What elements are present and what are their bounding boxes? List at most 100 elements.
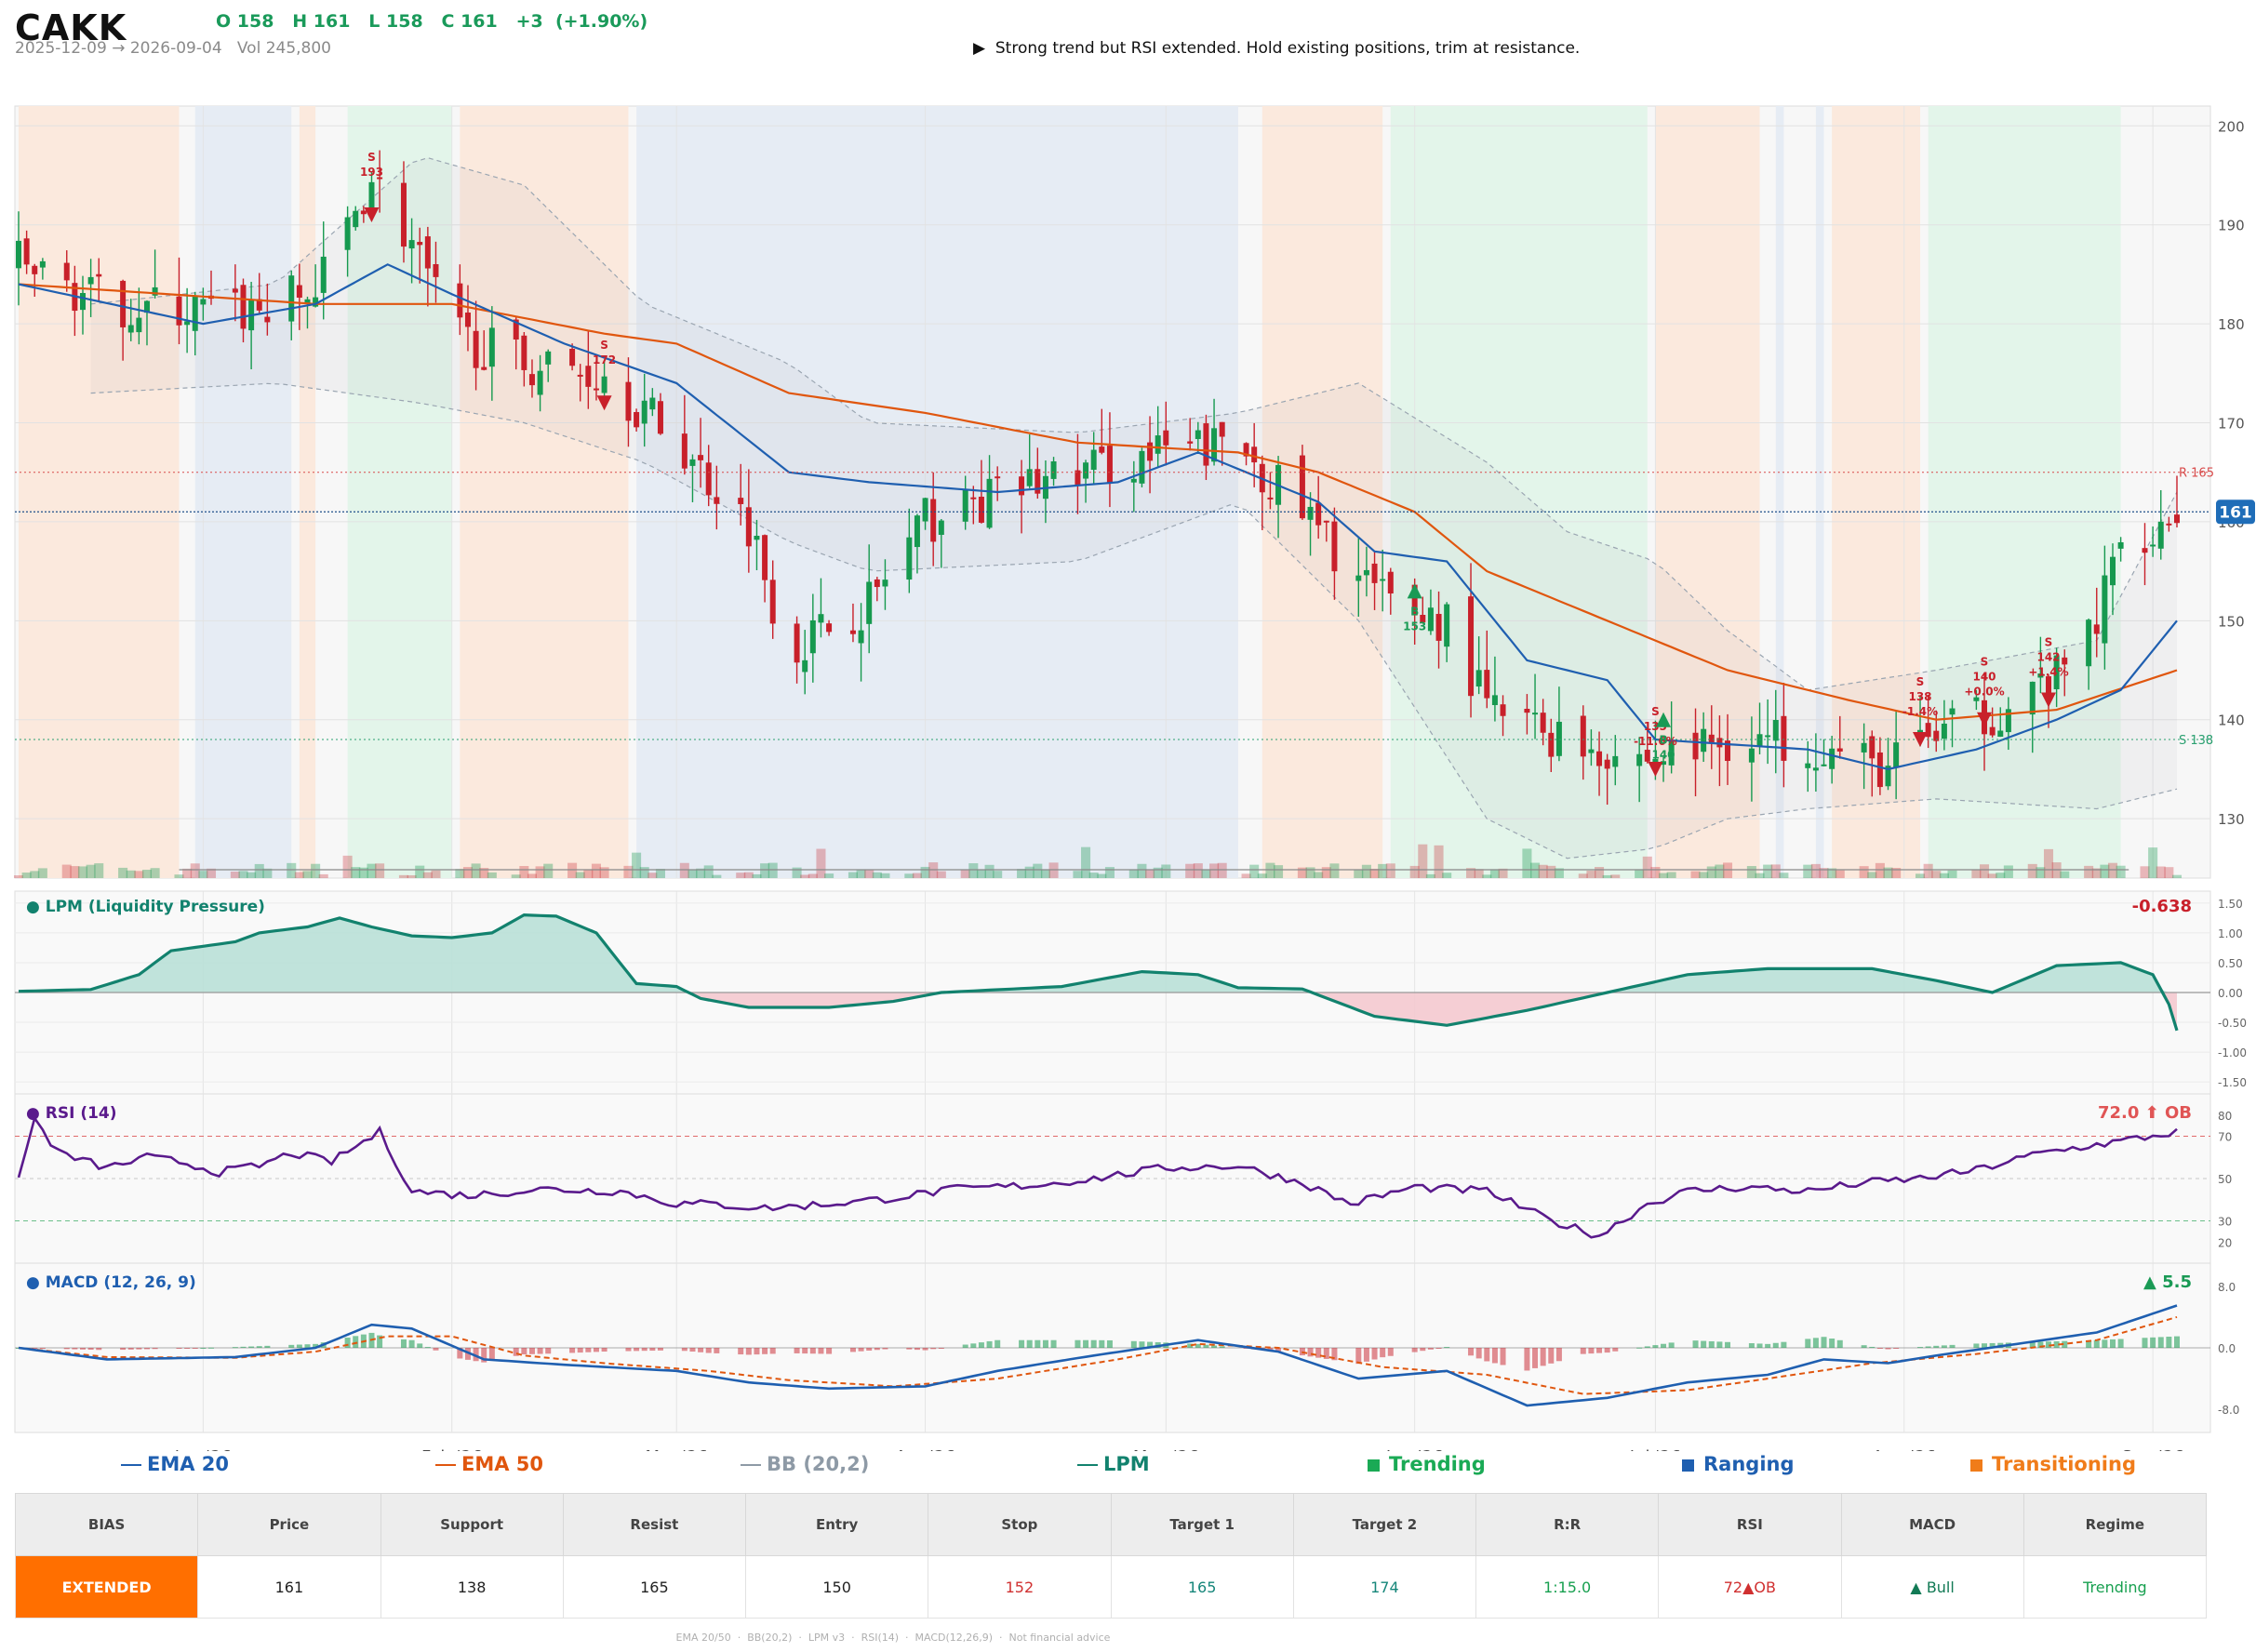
macd-histogram-bar: [1075, 1339, 1081, 1348]
volume-bar: [2164, 867, 2174, 878]
volume-bar: [294, 872, 304, 878]
lpm-y-tick: -1.00: [2218, 1046, 2247, 1059]
volume-bar: [1193, 863, 1203, 878]
volume-bar: [1859, 866, 1869, 878]
signal-side-label: S: [1916, 675, 1925, 688]
summary-regime: Trending: [2022, 1555, 2208, 1619]
signal-side-label: S: [1651, 705, 1660, 718]
summary-stop: 152: [928, 1555, 1112, 1619]
candle-body: [1692, 732, 1699, 760]
volume-bar: [37, 868, 47, 878]
macd-histogram-bar: [313, 1343, 319, 1348]
volume-bar: [519, 866, 529, 878]
regime-band-ranging: [194, 106, 292, 878]
bb-swatch: [741, 1464, 761, 1466]
volume-bar: [1217, 862, 1227, 878]
macd-histogram-bar: [1106, 1339, 1113, 1348]
volume-bar: [1498, 868, 1508, 878]
volume-bar: [1650, 867, 1661, 878]
candle-body: [986, 478, 993, 528]
macd-histogram-bar: [2157, 1337, 2164, 1348]
macd-histogram-bar: [1548, 1348, 1555, 1364]
volume-bar: [431, 870, 441, 878]
candle-body: [1099, 446, 1105, 453]
chart-canvas[interactable]: Jan '26 Feb '26 Mar '26 Apr '26 May '26 Jun '…: [0, 0, 2256, 1451]
volume-bar: [1409, 865, 1420, 878]
macd-histogram-bar: [601, 1348, 607, 1352]
macd-histogram-bar: [2117, 1339, 2124, 1348]
volume-bar: [1546, 865, 1556, 878]
volume-bar: [1274, 865, 1284, 878]
macd-histogram-bar: [72, 1348, 78, 1350]
macd-histogram-bar: [1524, 1348, 1530, 1371]
volume-bar: [1361, 864, 1371, 878]
candle-body: [1668, 739, 1675, 766]
macd-histogram-bar: [1989, 1342, 1996, 1348]
candle-body: [1315, 502, 1322, 526]
summary-header-cell: Price: [197, 1493, 381, 1556]
x-tick-label: Jul '26: [1629, 1447, 1681, 1451]
signal-price-label: 140: [1972, 671, 1996, 684]
rsi-y-tick: 30: [2218, 1216, 2232, 1229]
price-y-tick: 130: [2218, 811, 2245, 828]
macd-histogram-bar: [802, 1348, 808, 1354]
macd-histogram-bar: [1331, 1348, 1338, 1361]
candle-body: [745, 507, 752, 547]
volume-bar: [1033, 863, 1043, 878]
volume-bar: [422, 872, 433, 878]
candle-body: [39, 260, 46, 268]
volume-bar: [1538, 864, 1548, 878]
regime-band-transitioning: [19, 106, 180, 878]
chart-legend: EMA 20 EMA 50 BB (20,2) LPM Trending Ran…: [0, 1453, 2256, 1481]
candle-body: [264, 316, 271, 323]
macd-histogram-bar: [1885, 1348, 1891, 1350]
candle-body: [23, 238, 30, 265]
macd-histogram-bar: [1636, 1347, 1643, 1349]
x-tick-label: Apr '26: [895, 1447, 955, 1451]
candle-body: [866, 581, 873, 624]
ema20-line: [18, 263, 2178, 771]
candle-body: [2110, 556, 2116, 586]
candle-body: [1765, 735, 1771, 738]
signal-return-label: +1.4%: [2028, 665, 2068, 678]
candle-body: [353, 210, 359, 228]
volume-bar: [808, 873, 818, 878]
macd-histogram-bar: [874, 1348, 880, 1351]
candle-body: [192, 296, 198, 331]
macd-histogram-bar: [1917, 1347, 1924, 1349]
volume-bar: [712, 874, 722, 878]
volume-bar: [1746, 866, 1756, 878]
volume-bar: [2100, 864, 2110, 878]
candle-body: [1812, 767, 1819, 771]
candle-body: [1555, 721, 1562, 756]
candle-body: [1427, 607, 1434, 632]
candle-body: [464, 313, 471, 327]
macd-histogram-bar: [207, 1347, 214, 1349]
volume-bar: [487, 872, 497, 878]
volume-bar: [1779, 873, 1789, 878]
volume-bar: [1810, 863, 1821, 878]
macd-histogram-bar: [408, 1339, 415, 1348]
macd-histogram-bar: [32, 1348, 38, 1349]
macd-histogram-bar: [176, 1348, 182, 1349]
candle-body: [978, 496, 984, 523]
volume-bar: [77, 866, 88, 878]
rsi-y-tick: 50: [2218, 1173, 2232, 1186]
volume-bar: [872, 872, 882, 878]
date-range-volume: 2025-12-09 → 2026-09-04 Vol 245,800: [15, 39, 331, 58]
volume-bar: [1706, 866, 1716, 878]
macd-histogram-bar: [1876, 1348, 1883, 1349]
volume-bar: [206, 868, 217, 878]
signal-price-label: 172: [593, 353, 616, 366]
candle-body: [1652, 758, 1659, 763]
macd-histogram-bar: [1555, 1348, 1562, 1362]
summary-rr: 1:15.0: [1475, 1555, 1660, 1619]
sell-signal-marker: [2041, 692, 2057, 708]
volume-bar: [198, 871, 208, 878]
candle-body: [1612, 755, 1619, 767]
macd-histogram-bar: [96, 1348, 102, 1351]
candle-body: [705, 462, 712, 496]
candle-body: [802, 659, 808, 673]
volume-bar: [174, 874, 184, 878]
macd-histogram-bar: [192, 1348, 198, 1349]
